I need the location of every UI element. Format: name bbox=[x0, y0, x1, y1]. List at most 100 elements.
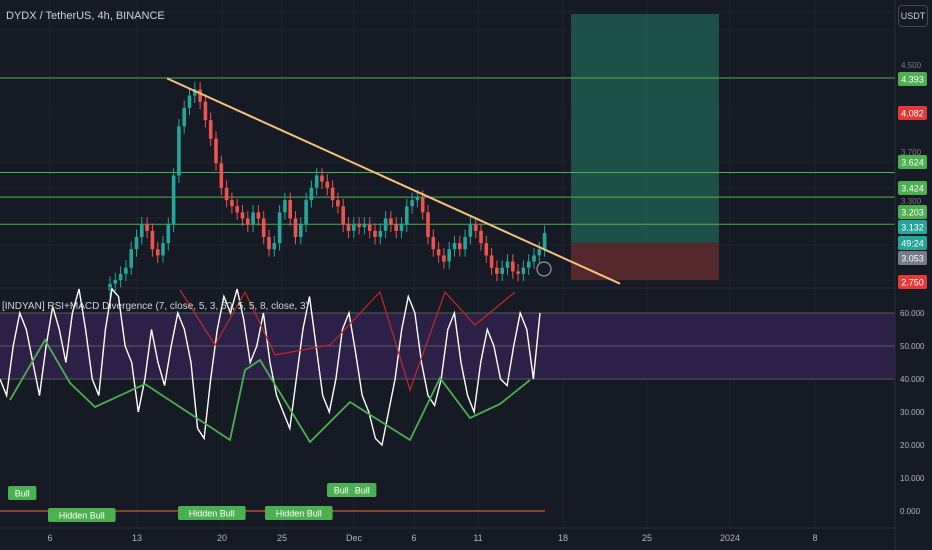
candle bbox=[346, 224, 351, 231]
price-label-badge bbox=[898, 251, 927, 265]
candle bbox=[240, 212, 245, 219]
candle bbox=[394, 224, 398, 231]
candle bbox=[219, 163, 224, 188]
symbol-title: DYDX / TetherUS, 4h, BINANCE bbox=[6, 10, 165, 22]
time-tick-label: 25 bbox=[642, 533, 652, 543]
candle bbox=[288, 200, 292, 219]
candle bbox=[150, 230, 155, 250]
rsi-tick-label: 20.000 bbox=[900, 441, 925, 450]
svg-text:Hidden Bull: Hidden Bull bbox=[59, 511, 105, 521]
time-tick-label: 20 bbox=[217, 533, 227, 543]
candle bbox=[500, 267, 504, 274]
candle bbox=[378, 230, 383, 237]
candle bbox=[129, 249, 133, 268]
rsi-line bbox=[0, 287, 541, 447]
candle bbox=[309, 187, 314, 201]
candle bbox=[124, 267, 128, 274]
price-tick-label: 4.500 bbox=[901, 61, 922, 70]
price-label-badge bbox=[898, 155, 927, 169]
candle bbox=[171, 175, 176, 225]
bull-signal-label: Bull bbox=[8, 486, 37, 500]
candle bbox=[542, 233, 547, 250]
price-label: 3.203 bbox=[901, 208, 924, 218]
candle bbox=[198, 89, 202, 102]
candle bbox=[320, 175, 324, 182]
candle bbox=[267, 236, 271, 250]
candle bbox=[367, 224, 372, 231]
svg-text:Hidden Bull: Hidden Bull bbox=[189, 509, 235, 519]
candle bbox=[161, 243, 165, 256]
candle bbox=[495, 267, 499, 274]
replay-marker-icon bbox=[536, 261, 552, 277]
time-tick-label: 25 bbox=[277, 533, 287, 543]
candle bbox=[314, 175, 319, 188]
candle bbox=[526, 261, 531, 268]
time-tick-label: 6 bbox=[47, 533, 52, 543]
price-label: 4.082 bbox=[901, 109, 924, 119]
candle bbox=[224, 187, 229, 201]
candle bbox=[442, 255, 446, 262]
price-label: 3.424 bbox=[901, 184, 924, 194]
price-label: 49:24 bbox=[901, 239, 924, 249]
candle bbox=[341, 206, 345, 225]
rsi-tick-label: 50.000 bbox=[900, 342, 925, 351]
rsi-tick-label: 60.000 bbox=[900, 309, 925, 318]
candle bbox=[325, 181, 330, 188]
currency-button[interactable]: USDT bbox=[898, 5, 928, 27]
rsi-tick-label: 30.000 bbox=[900, 408, 925, 417]
candle bbox=[330, 187, 335, 201]
candle bbox=[251, 212, 255, 225]
candle bbox=[108, 283, 112, 290]
candle bbox=[420, 197, 425, 213]
candle bbox=[489, 255, 494, 268]
candle bbox=[283, 200, 287, 213]
candle bbox=[389, 218, 393, 225]
price-label-badge bbox=[898, 181, 927, 195]
candle bbox=[468, 224, 473, 237]
candle bbox=[118, 273, 123, 280]
candle bbox=[208, 120, 213, 139]
bull-signal-label: Bull bbox=[348, 483, 377, 497]
candle bbox=[272, 243, 277, 250]
rsi-tick-label: 0.000 bbox=[900, 507, 921, 516]
price-label: 2.750 bbox=[901, 278, 924, 288]
candle bbox=[362, 224, 367, 228]
candle bbox=[214, 138, 218, 164]
rsi-tick-label: 40.000 bbox=[900, 375, 925, 384]
price-label-badge bbox=[898, 220, 927, 234]
price-tick-label: 3.300 bbox=[901, 197, 922, 206]
candle bbox=[246, 218, 250, 225]
svg-text:Bull: Bull bbox=[334, 486, 349, 496]
price-label: 3.053 bbox=[901, 254, 924, 264]
candle bbox=[352, 224, 356, 231]
indicator-title[interactable]: [INDYAN] RSI+MACD Divergence (7, close, … bbox=[2, 301, 309, 312]
candle bbox=[511, 261, 515, 272]
candle bbox=[426, 212, 430, 237]
candle bbox=[479, 230, 483, 244]
candle bbox=[177, 126, 181, 176]
candle bbox=[145, 224, 149, 231]
candle bbox=[452, 243, 457, 250]
time-tick-label: Dec bbox=[346, 533, 363, 543]
time-tick-label: 13 bbox=[132, 533, 142, 543]
candle bbox=[410, 200, 414, 207]
time-tick-label: 18 bbox=[558, 533, 568, 543]
time-tick-label: 6 bbox=[411, 533, 416, 543]
price-label-badge bbox=[898, 72, 927, 86]
price-label-badge bbox=[898, 205, 927, 219]
price-label-badge bbox=[898, 236, 927, 250]
candle bbox=[140, 224, 144, 237]
candle bbox=[166, 224, 171, 244]
candle bbox=[537, 249, 542, 256]
candle bbox=[436, 249, 441, 256]
candle bbox=[447, 249, 451, 262]
candle bbox=[505, 261, 510, 268]
candle bbox=[256, 212, 261, 219]
candle bbox=[193, 89, 197, 96]
candle bbox=[415, 197, 420, 201]
hidden-bull-signal-label: Hidden Bull bbox=[48, 508, 116, 522]
candle bbox=[203, 101, 208, 121]
price-label: 3.132 bbox=[901, 223, 924, 233]
